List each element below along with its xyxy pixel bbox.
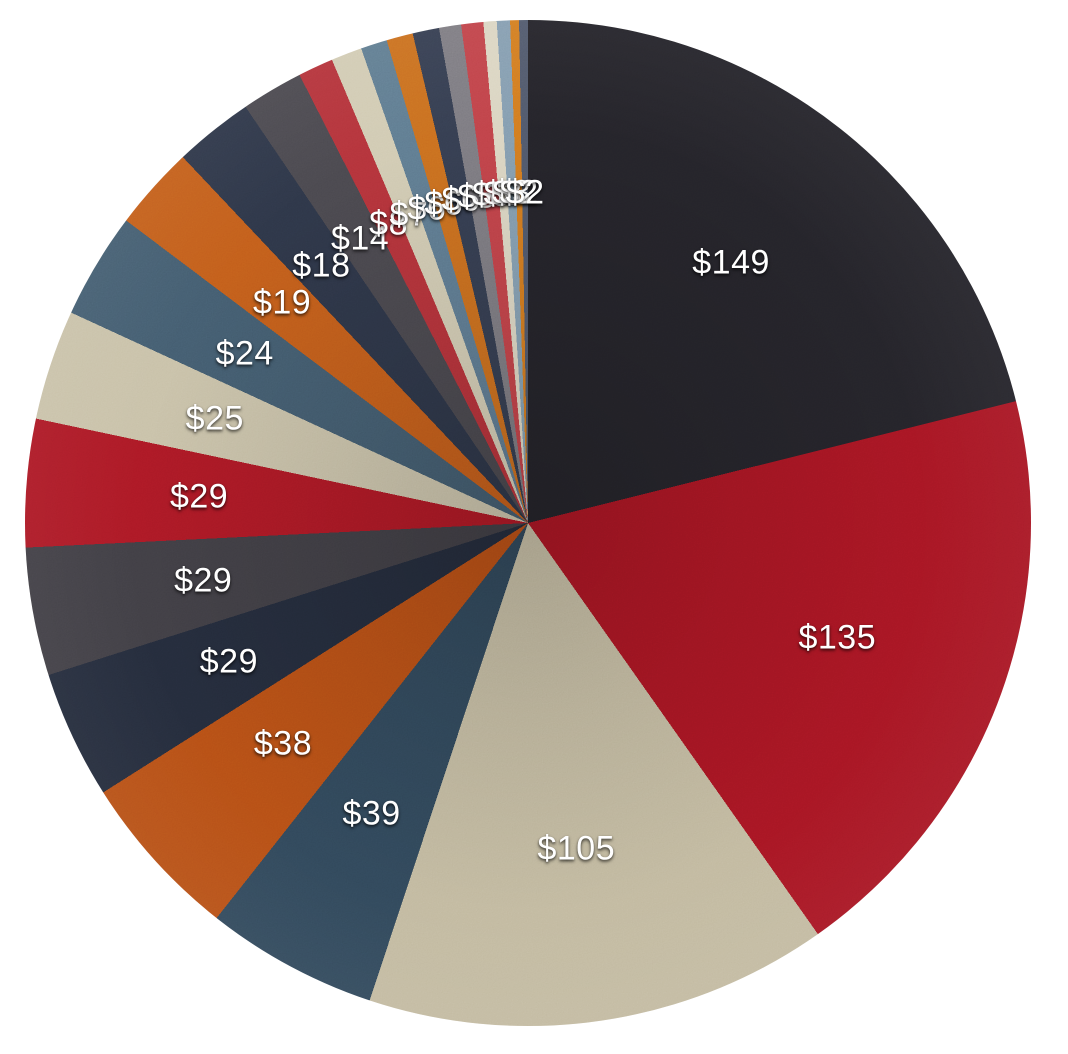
pie-disc[interactable] <box>25 20 1031 1026</box>
